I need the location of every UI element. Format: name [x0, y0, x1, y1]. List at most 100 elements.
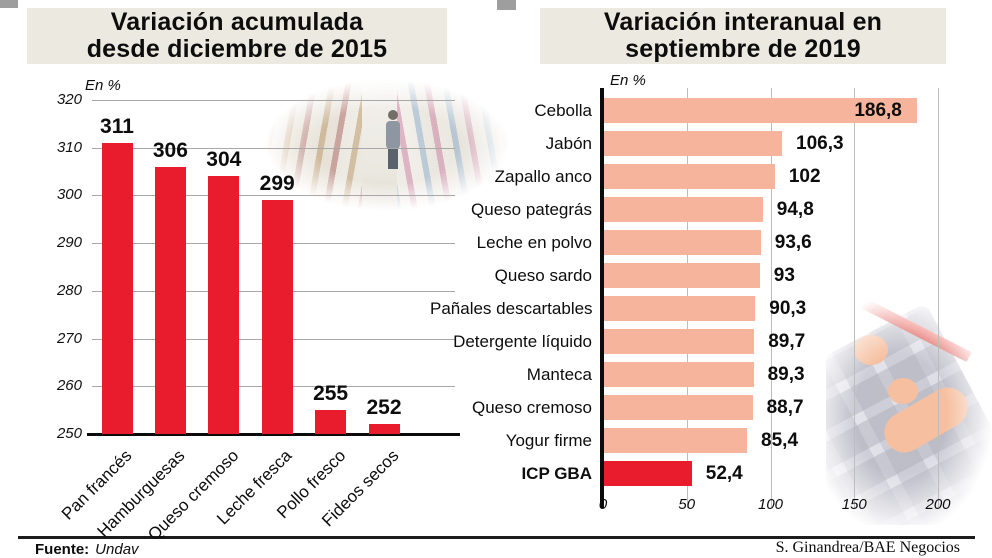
bar-value-Queso sardo: 93 — [773, 265, 795, 286]
row-Yogur firme: Yogur firme 85,4 — [430, 424, 980, 457]
row-Queso cremoso: Queso cremoso 88,7 — [430, 391, 980, 424]
row-ICP GBA: ICP GBA 52,4 — [430, 457, 980, 490]
bar-value-Yogur firme: 85,4 — [761, 430, 799, 451]
y-tick-label-260: 260 — [56, 377, 82, 395]
y-tick-label-280: 280 — [56, 281, 82, 299]
bar-value-Zapallo anco: 102 — [788, 166, 821, 187]
y-tick-label-270: 270 — [56, 329, 82, 347]
row-Manteca: Manteca 89,3 — [430, 358, 980, 391]
gridline-150 — [854, 88, 856, 508]
bar-Yogur firme — [604, 428, 748, 453]
category-label-Detergente líquido: Detergente líquido — [453, 332, 592, 351]
right-chart-title-line1: Variación interanual en — [603, 8, 883, 36]
calculator-pencil-photo — [757, 280, 992, 558]
y-tick-label-300: 300 — [56, 186, 82, 204]
gridline-300 — [92, 195, 455, 197]
source-value: Undav — [95, 541, 139, 558]
source-credit: Fuente: Undav — [35, 541, 139, 558]
x-tick-label-200: 200 — [925, 496, 951, 513]
left-chart-title: Variación acumulada desde diciembre de 2… — [27, 8, 447, 64]
bar-value-Pañales descartables: 90,3 — [769, 298, 807, 319]
category-label-Leche en polvo: Leche en polvo — [476, 233, 592, 252]
bar-value-ICP GBA: 52,4 — [705, 463, 743, 484]
screenshot-edge-artifact — [0, 0, 18, 8]
bar-value-Queso cremoso: 304 — [206, 148, 242, 172]
category-label-Queso sardo: Queso sardo — [494, 266, 592, 285]
bar-Cebolla — [604, 98, 917, 123]
y-tick-label-250: 250 — [56, 425, 82, 442]
bar-value-Pollo fresco: 255 — [313, 382, 349, 406]
left-chart-title-line1: Variación acumulada — [110, 8, 364, 36]
category-label-Queso pategrás: Queso pategrás — [471, 200, 592, 219]
row-Cebolla: Cebolla 186,8 — [430, 94, 980, 127]
source-label: Fuente: — [35, 541, 90, 558]
bar-Queso cremoso — [604, 395, 753, 420]
x-tick-label-50: 50 — [678, 496, 696, 513]
bar-value-Fideos secos: 252 — [366, 396, 402, 420]
author-credit: S. Ginandrea/BAE Negocios — [775, 539, 960, 556]
bar-value-Queso cremoso: 88,7 — [766, 397, 804, 418]
bar-value-Detergente líquido: 89,7 — [768, 331, 806, 352]
gridline-200 — [938, 88, 939, 508]
category-label-Queso cremoso: Queso cremoso — [472, 398, 592, 417]
bar-Queso sardo — [604, 263, 760, 288]
bar-Queso pategrás — [604, 197, 763, 222]
left-chart-baseline — [87, 433, 460, 436]
shopper-figure — [385, 109, 401, 172]
bar-value-Manteca: 89,3 — [767, 364, 805, 385]
gridline-100 — [770, 88, 772, 508]
bar-Fideos secos — [368, 424, 400, 434]
y-tick-label-290: 290 — [56, 234, 82, 252]
y-tick-label-310: 310 — [56, 138, 82, 156]
row-Leche en polvo: Leche en polvo 93,6 — [430, 226, 980, 259]
bar-ICP GBA — [604, 461, 692, 486]
right-chart-title-line2: septiembre de 2019 — [625, 35, 861, 63]
hand-finger — [854, 335, 888, 365]
bar-Leche en polvo — [604, 230, 761, 255]
footer-divider — [18, 536, 975, 539]
x-tick-label-0: 0 — [598, 496, 608, 513]
row-Jabón: Jabón 106,3 — [430, 127, 980, 160]
supermarket-aisle-photo — [262, 72, 512, 218]
category-label-Cebolla: Cebolla — [534, 101, 592, 120]
gridline-320 — [92, 100, 455, 101]
category-label-Manteca: Manteca — [526, 365, 592, 384]
accumulated-variation-bar-chart: En % 320 310 300 290 280 270 260 250 311 Pan fran… — [35, 75, 485, 544]
category-label-Yogur firme: Yogur firme — [505, 431, 592, 450]
bar-value-Hamburguesas: 306 — [152, 138, 188, 162]
bar-Queso cremoso — [208, 176, 240, 434]
row-Detergente líquido: Detergente líquido 89,7 — [430, 325, 980, 358]
bar-value-Cebolla: 186,8 — [854, 100, 902, 121]
bar-value-Leche en polvo: 93,6 — [774, 232, 812, 253]
yearly-variation-hbar-chart: En % 0 50 100 150 200 Cebolla 186,8 Jabón 106,3 Z… — [430, 72, 980, 542]
screenshot-edge-artifact — [497, 0, 516, 10]
left-chart-title-line2: desde diciembre de 2015 — [86, 35, 388, 63]
row-Zapallo anco: Zapallo anco 102 — [430, 160, 980, 193]
bar-Hamburguesas — [154, 166, 186, 434]
bar-value-Leche fresca: 299 — [259, 172, 295, 196]
supermarket-shelf-left — [262, 72, 377, 218]
row-Queso sardo: Queso sardo 93 — [430, 259, 980, 292]
bar-Zapallo anco — [604, 164, 775, 189]
left-plot-area: 320 310 300 290 280 270 260 250 311 Pan francés 30… — [57, 91, 460, 544]
bar-Jabón — [604, 131, 783, 156]
bar-Pollo fresco — [315, 410, 347, 434]
bar-value-Pan francés: 311 — [100, 114, 134, 138]
y-tick-label-320: 320 — [56, 91, 82, 108]
right-chart-y-axis-line — [600, 88, 604, 508]
x-tick-label-100: 100 — [757, 496, 784, 513]
right-chart-title: Variación interanual en septiembre de 20… — [540, 8, 946, 64]
bar-value-Queso pategrás: 94,8 — [776, 199, 814, 220]
bar-Leche fresca — [261, 200, 293, 434]
hand-finger — [888, 378, 918, 404]
left-unit-label: En % — [85, 77, 121, 94]
row-Queso pategrás: Queso pategrás 94,8 — [430, 193, 980, 226]
gridline-310 — [92, 147, 455, 149]
bar-Manteca — [604, 362, 754, 387]
bar-Detergente líquido — [604, 329, 755, 354]
category-label-ICP GBA: ICP GBA — [521, 464, 592, 483]
category-label-Jabón: Jabón — [545, 134, 592, 153]
bar-Pan francés — [101, 142, 133, 434]
supermarket-shelf-right — [397, 72, 512, 218]
right-unit-label: En % — [610, 72, 646, 89]
